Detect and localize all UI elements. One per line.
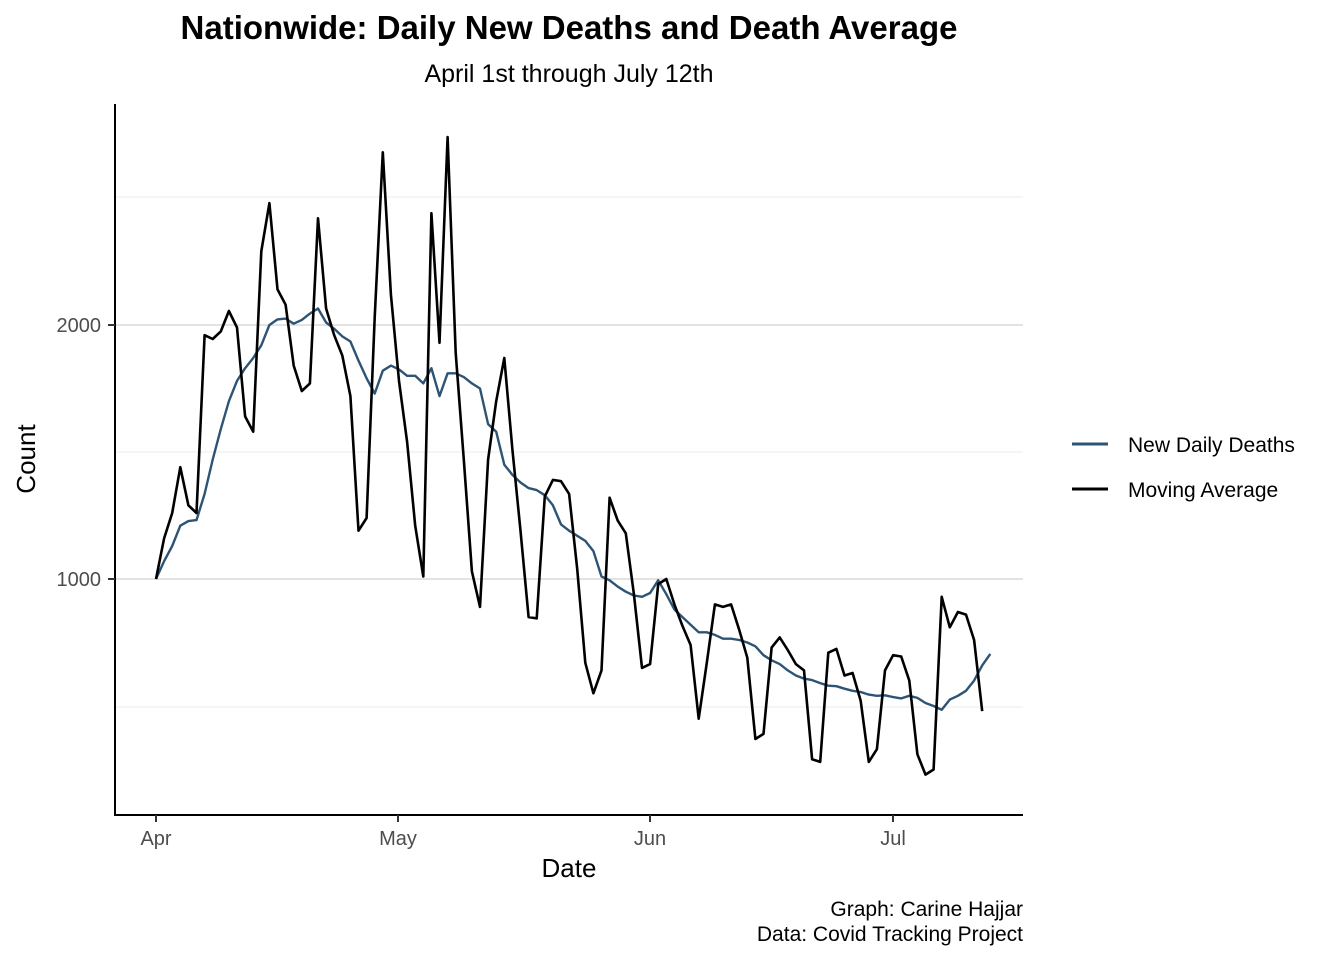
series-line-new-daily-deaths [154,307,992,711]
caption-data-source: Data: Covid Tracking Project [757,923,1023,946]
y-tick-label: 1000 [57,569,102,591]
series-layer [154,135,992,776]
grid [115,196,1023,708]
axes: 2000 1000 Apr May Jun Jul [57,104,1023,850]
legend-label-new-daily-deaths: New Daily Deaths [1128,434,1295,457]
chart-title: Nationwide: Daily New Deaths and Death A… [181,9,958,46]
x-tick-label: May [379,828,417,850]
x-tick-label: Jun [634,828,666,850]
series-line-moving-average [154,135,984,776]
y-axis-title: Count [11,424,41,494]
chart-subtitle: April 1st through July 12th [424,60,713,88]
legend: New Daily Deaths Moving Average [1072,434,1295,502]
x-tick-label: Apr [140,828,171,850]
y-tick-label: 2000 [57,315,102,337]
caption-graph-credit: Graph: Carine Hajjar [830,898,1023,921]
legend-label-moving-average: Moving Average [1128,479,1278,502]
x-tick-label: Jul [880,828,906,850]
x-axis-title: Date [542,853,597,883]
